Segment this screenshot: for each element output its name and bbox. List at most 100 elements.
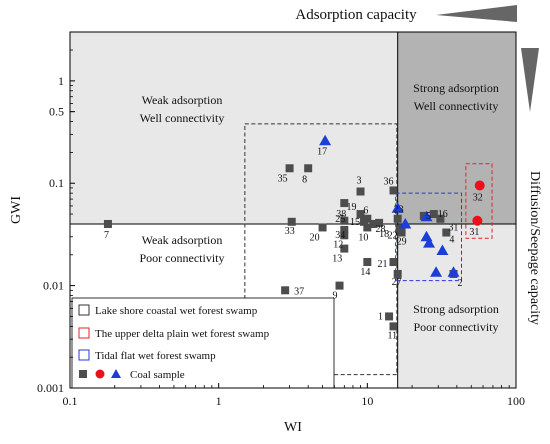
- point-square-28: [369, 219, 378, 228]
- x-tick-label-3: 100: [507, 394, 525, 408]
- point-square-23: [393, 214, 402, 223]
- point-label-square-23: 23: [394, 205, 404, 216]
- point-square-35: [285, 164, 294, 173]
- point-label-square-10: 10: [358, 232, 368, 243]
- region-strong-well: [397, 32, 516, 224]
- point-label-square-14: 14: [360, 267, 370, 278]
- quadrant-label-top-left-1: Weak adsorption: [142, 93, 223, 107]
- point-triangle-17: [319, 134, 332, 146]
- point-square-31: [436, 214, 445, 223]
- point-label-square-9: 9: [333, 291, 338, 302]
- point-triangle-2: [447, 266, 460, 277]
- point-label-square-6: 6: [363, 206, 368, 217]
- point-label-square-8: 8: [302, 174, 307, 185]
- point-triangle-26: [420, 230, 433, 242]
- plot-frame: [69, 31, 517, 389]
- x-axis-label: WI: [284, 420, 302, 435]
- point-square-21: [389, 258, 398, 267]
- quadrant-label-top-right-1: Strong adsorption: [413, 81, 499, 95]
- legend-marker-triangle: [111, 369, 121, 378]
- legend-label-lake-shore: Lake shore coastal wet forest swamp: [95, 305, 258, 317]
- point-square-33: [287, 217, 296, 226]
- point-square-34: [340, 225, 349, 234]
- point-label-square-12: 12: [333, 239, 343, 250]
- point-label-square-16: 16: [438, 209, 448, 220]
- point-square-38: [340, 199, 349, 208]
- quadrant-label-top-right-2: Well connectivity: [414, 99, 499, 113]
- x-tick-label-0: 0.1: [63, 394, 78, 408]
- region-weak-well: [70, 32, 398, 224]
- point-label-square-34: 34: [335, 230, 345, 241]
- point-label-square-3: 3: [357, 176, 362, 187]
- point-label-square-35: 35: [278, 173, 288, 184]
- x-tick-label-1: 1: [216, 394, 222, 408]
- point-label-square-19: 19: [347, 202, 357, 213]
- x-axis-ticks: 0.1 1 10 100: [63, 383, 525, 408]
- point-square-16: [429, 210, 438, 219]
- point-square-15: [360, 217, 369, 226]
- point-triangle-38: [391, 202, 404, 213]
- point-label-square-11: 11: [388, 330, 398, 341]
- point-label-square-33: 33: [285, 226, 295, 237]
- point-square-10: [363, 223, 372, 232]
- point-label-square-18: 18: [379, 229, 389, 240]
- legend-swatch-tidal-flat: [78, 349, 90, 361]
- point-square-7: [103, 219, 112, 228]
- point-label-square-20: 20: [310, 232, 320, 243]
- y-tick-label-2: 0.1: [49, 176, 64, 190]
- region-strong-poor: [397, 223, 516, 388]
- group-box-upper-delta: [465, 163, 493, 239]
- legend: Lake shore coastal wet forest swamp The …: [71, 297, 335, 389]
- point-square-8: [304, 164, 313, 173]
- point-square-1: [385, 312, 394, 321]
- quadrant-label-bottom-left-2: Poor connectivity: [140, 251, 225, 265]
- point-label-square-1: 1: [378, 311, 383, 322]
- point-square-9: [335, 281, 344, 290]
- point-label-square-22: 22: [388, 231, 398, 242]
- point-triangle-18: [436, 244, 449, 256]
- diffusion-capacity-label: Diffusion/Seepage capacity: [527, 171, 542, 325]
- legend-marker-circle: [95, 369, 105, 379]
- point-square-19: [356, 210, 365, 219]
- point-square-11: [389, 322, 398, 331]
- point-square-13: [340, 244, 349, 253]
- legend-label-upper-delta: The upper delta plain wet forest swamp: [95, 328, 270, 340]
- legend-swatch-lake-shore: [78, 304, 90, 316]
- point-square-12: [340, 231, 349, 240]
- quadrant-label-top-left-2: Well connectivity: [140, 111, 225, 125]
- adsorption-capacity-label: Adsorption capacity: [295, 7, 417, 23]
- legend-label-tidal-flat: Tidal flat wet forest swamp: [95, 350, 216, 362]
- point-label-square-2: 2: [458, 278, 463, 289]
- point-square-36: [389, 186, 398, 195]
- diffusion-capacity-wedge: [521, 48, 539, 112]
- point-circle-32: [474, 180, 485, 191]
- point-label-square-15: 15: [350, 217, 360, 228]
- point-label-square-5: 5: [426, 211, 431, 222]
- quadrant-label-bottom-right-2: Poor connectivity: [414, 320, 499, 334]
- y-axis-label: GWI: [9, 196, 24, 224]
- point-label-square-28: 28: [375, 224, 385, 235]
- group-box-tidal-flat: [395, 192, 463, 282]
- point-label-square-25: 25: [335, 214, 345, 225]
- y-tick-label-3: 0.5: [49, 105, 64, 119]
- point-label-square-4: 4: [449, 235, 454, 246]
- point-square-37: [281, 286, 290, 295]
- y-tick-label-1: 0.01: [43, 279, 64, 293]
- y-tick-label-4: 1: [58, 74, 64, 88]
- point-square-25: [340, 216, 349, 225]
- point-square-4: [442, 228, 451, 237]
- point-circle-31: [472, 215, 483, 226]
- point-label-square-37: 37: [294, 286, 304, 297]
- point-label-circle-31: 31: [469, 227, 479, 238]
- point-label-square-21: 21: [378, 259, 388, 270]
- quadrant-label-bottom-right-1: Strong adsorption: [413, 302, 499, 316]
- point-triangle-24: [423, 237, 436, 248]
- point-square-14: [363, 258, 372, 267]
- legend-label-coal-sample: Coal sample: [130, 369, 185, 381]
- point-label-triangle-17: 17: [317, 147, 327, 158]
- point-label-square-29: 29: [397, 237, 407, 248]
- x-tick-label-2: 10: [361, 394, 373, 408]
- point-square-3: [356, 187, 365, 196]
